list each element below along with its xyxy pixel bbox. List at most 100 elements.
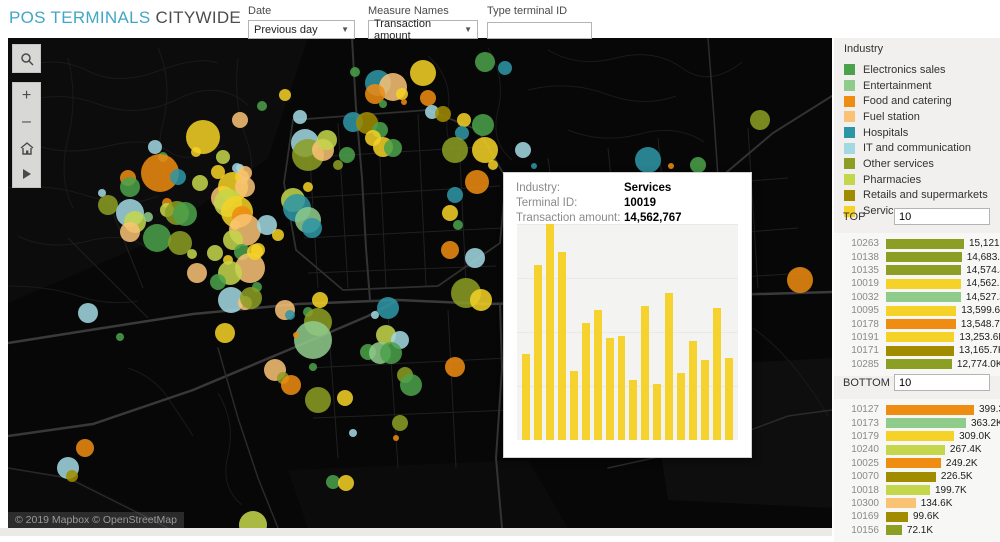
map-bubble-services[interactable] — [410, 60, 436, 86]
map-bubble-electronics[interactable] — [309, 363, 317, 371]
zoom-in-button[interactable]: + — [13, 83, 40, 109]
map-bubble-services[interactable] — [272, 229, 284, 241]
map-bubble-hospitals[interactable] — [285, 310, 295, 320]
map-bubble-other[interactable] — [392, 415, 408, 431]
map-bubble-it[interactable] — [465, 248, 485, 268]
map-bubble-other[interactable] — [750, 110, 770, 130]
home-button[interactable] — [13, 135, 40, 161]
map-bubble-it[interactable] — [293, 110, 307, 124]
map-bubble-hospitals[interactable] — [302, 218, 322, 238]
value-bar[interactable] — [886, 346, 954, 356]
legend-item-pharmacies[interactable]: Pharmacies — [844, 172, 1000, 188]
map-bubble-services[interactable] — [303, 182, 313, 192]
bottom-row-10156[interactable]: 1015672.1K — [834, 524, 1000, 537]
map-bubble-services[interactable] — [279, 89, 291, 101]
pan-mode-button[interactable] — [13, 161, 40, 187]
value-bar[interactable] — [886, 498, 916, 508]
map-bubble-fuel[interactable] — [187, 263, 207, 283]
map-bubble-electronics[interactable] — [400, 374, 422, 396]
map-bubble-services[interactable] — [472, 137, 498, 163]
legend-item-other[interactable]: Other services — [844, 156, 1000, 172]
map-bubble-services[interactable] — [215, 323, 235, 343]
map-bubble-pharmacies[interactable] — [317, 130, 337, 150]
map-bubble-food[interactable] — [76, 439, 94, 457]
bottom-count-input[interactable] — [894, 374, 990, 391]
map-bubble-electronics[interactable] — [143, 224, 171, 252]
map-bubble-hospitals[interactable] — [170, 169, 186, 185]
map-bubble-services[interactable] — [338, 475, 354, 491]
bottom-row-10173[interactable]: 10173363.2K — [834, 416, 1000, 429]
value-bar[interactable] — [886, 332, 954, 342]
map-bubble-services[interactable] — [488, 160, 498, 170]
map-bubble-pharmacies[interactable] — [187, 249, 197, 259]
legend-item-entertainment[interactable]: Entertainment — [844, 78, 1000, 94]
value-bar[interactable] — [886, 239, 964, 249]
map-bubble-other[interactable] — [305, 387, 331, 413]
zoom-out-button[interactable]: – — [13, 109, 40, 135]
measure-dropdown[interactable]: Transaction amount ▼ — [368, 20, 478, 39]
map-bubble-food[interactable] — [293, 332, 299, 338]
map-bubble-it[interactable] — [515, 142, 531, 158]
map-bubble-electronics[interactable] — [380, 342, 402, 364]
legend-item-retail[interactable]: Retails and supermarkets — [844, 188, 1000, 204]
map-canvas[interactable]: + – © 2019 Mapbox © OpenStreetMap Indust… — [8, 38, 832, 528]
map-bubble-hospitals[interactable] — [447, 187, 463, 203]
map-search-button[interactable] — [12, 44, 41, 73]
map-bubble-food[interactable] — [668, 163, 674, 169]
value-bar[interactable] — [886, 418, 966, 428]
legend-item-food[interactable]: Food and catering — [844, 93, 1000, 109]
value-bar[interactable] — [886, 405, 974, 415]
date-dropdown[interactable]: Previous day ▼ — [248, 20, 355, 39]
map-bubble-hospitals[interactable] — [531, 163, 537, 169]
map-bubble-pharmacies[interactable] — [207, 245, 223, 261]
map-bubble-electronics[interactable] — [379, 100, 387, 108]
top-row-10285[interactable]: 1028512,774.0K — [834, 358, 1000, 371]
value-bar[interactable] — [886, 306, 956, 316]
legend-item-hospitals[interactable]: Hospitals — [844, 125, 1000, 141]
value-bar[interactable] — [886, 265, 961, 275]
map-bubble-services[interactable] — [312, 292, 328, 308]
top-count-input[interactable] — [894, 208, 990, 225]
map-bubble-food[interactable] — [393, 435, 399, 441]
bottom-row-10179[interactable]: 10179309.0K — [834, 430, 1000, 443]
map-bubble-electronics[interactable] — [173, 202, 197, 226]
map-bubble-hospitals[interactable] — [635, 147, 661, 173]
map-bubble-electronics[interactable] — [350, 67, 360, 77]
map-bubble-services[interactable] — [457, 113, 471, 127]
map-bubble-hospitals[interactable] — [498, 61, 512, 75]
map-bubble-services[interactable] — [337, 390, 353, 406]
map-bubble-other[interactable] — [240, 287, 262, 309]
map-bubble-food[interactable] — [401, 99, 407, 105]
value-bar[interactable] — [886, 485, 930, 495]
map-bubble-services[interactable] — [442, 205, 458, 221]
map-bubble-electronics[interactable] — [210, 274, 226, 290]
value-bar[interactable] — [886, 445, 945, 455]
value-bar[interactable] — [886, 359, 952, 369]
value-bar[interactable] — [886, 431, 954, 441]
map-bubble-electronics[interactable] — [339, 147, 355, 163]
bottom-row-10025[interactable]: 10025249.2K — [834, 457, 1000, 470]
value-bar[interactable] — [886, 472, 936, 482]
map-bubble-electronics[interactable] — [120, 177, 140, 197]
map-bubble-other[interactable] — [98, 195, 118, 215]
map-bubble-food[interactable] — [441, 241, 459, 259]
legend-item-fuel[interactable]: Fuel station — [844, 109, 1000, 125]
top-row-10019[interactable]: 1001914,562.8K — [834, 277, 1000, 290]
map-bubble-services[interactable] — [191, 147, 201, 157]
value-bar[interactable] — [886, 458, 941, 468]
bottom-row-10127[interactable]: 10127399.3K — [834, 403, 1000, 416]
value-bar[interactable] — [886, 512, 908, 522]
map-bubble-services[interactable] — [247, 244, 263, 260]
legend-item-electronics[interactable]: Electronics sales — [844, 62, 1000, 78]
map-bubble-food[interactable] — [420, 90, 436, 106]
map-bubble-retail[interactable] — [435, 106, 451, 122]
bottom-row-10240[interactable]: 10240267.4K — [834, 443, 1000, 456]
legend-item-it[interactable]: IT and communication — [844, 140, 1000, 156]
map-bubble-electronics[interactable] — [257, 101, 267, 111]
map-bubble-it[interactable] — [78, 303, 98, 323]
map-bubble-fuel[interactable] — [238, 166, 252, 180]
value-bar[interactable] — [886, 279, 961, 289]
map-bubble-pharmacies[interactable] — [216, 150, 230, 164]
map-bubble-electronics[interactable] — [453, 220, 463, 230]
map-bubble-electronics[interactable] — [475, 52, 495, 72]
